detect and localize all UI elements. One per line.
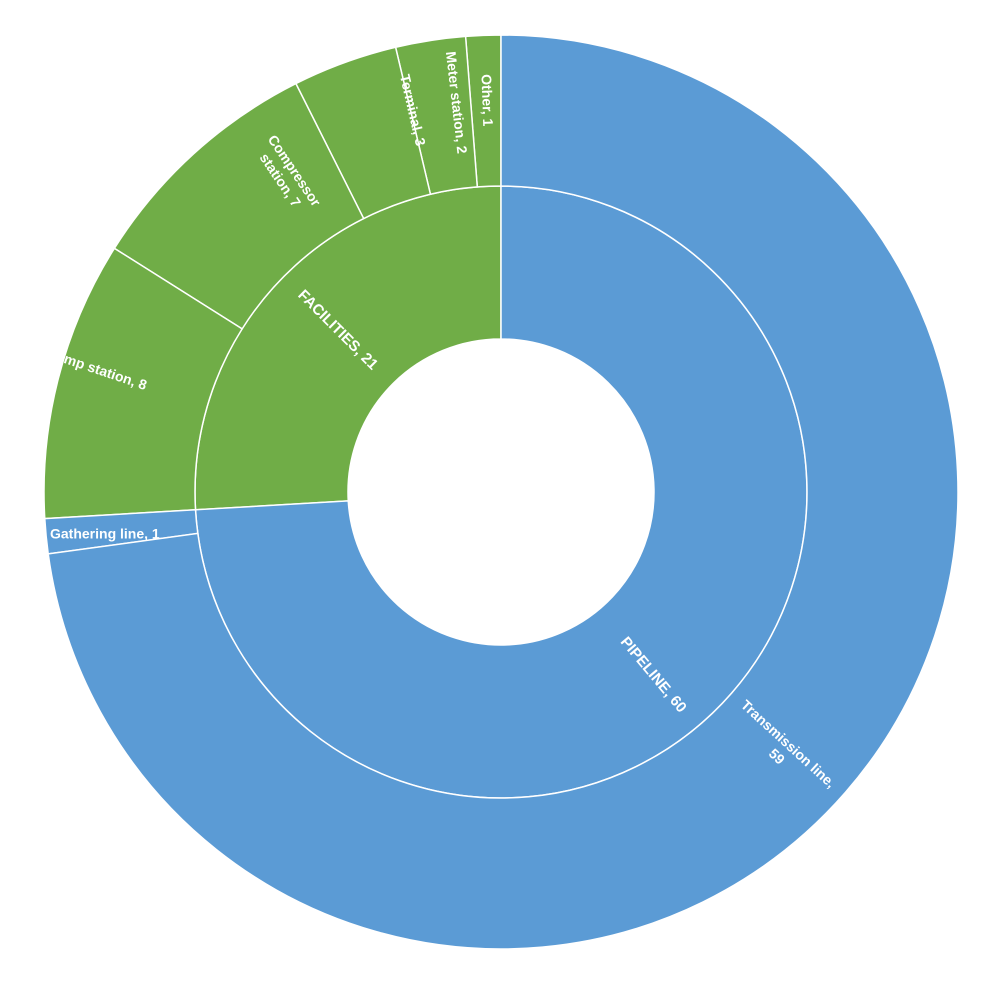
inner-ring: [194, 185, 808, 799]
segment-transmission-line[interactable]: [47, 34, 959, 950]
label-gathering-line: Gathering line, 1: [50, 526, 160, 542]
outer-ring: [43, 34, 959, 950]
label-other: Other, 1: [479, 74, 497, 127]
